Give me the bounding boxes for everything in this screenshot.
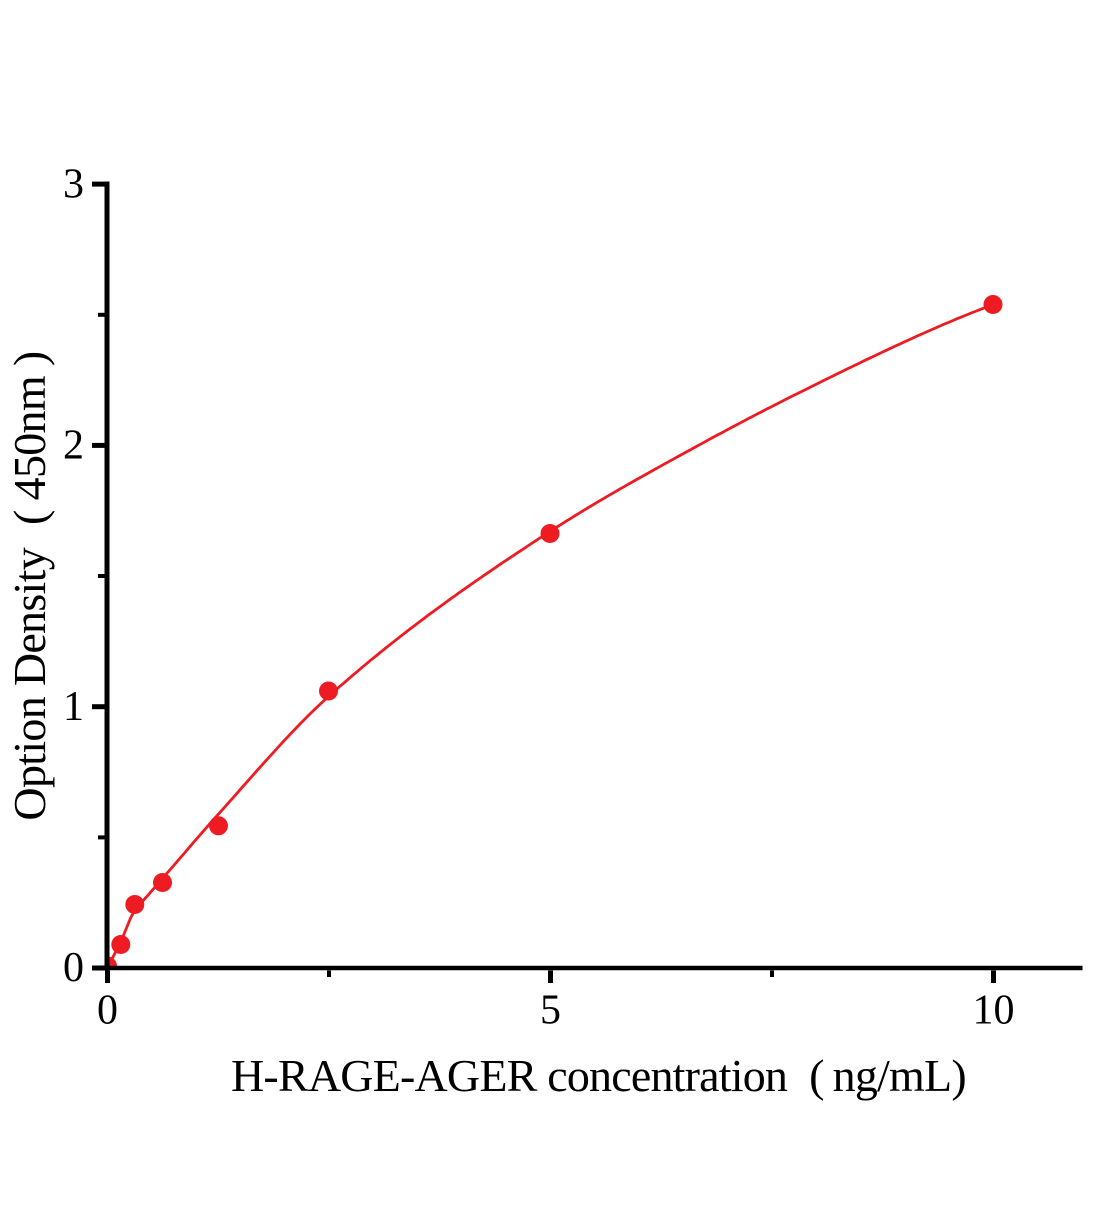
svg-text:5: 5 [540,988,561,1034]
svg-text:1: 1 [63,684,84,730]
svg-text:2: 2 [63,423,84,469]
svg-text:3: 3 [63,161,84,207]
svg-text:H-RAGE-AGER concentration(ng/m: H-RAGE-AGER concentration(ng/mL) [231,1050,966,1101]
svg-text:10: 10 [973,988,1015,1034]
svg-text:Option Density(450nm): Option Density(450nm) [4,351,55,820]
svg-text:0: 0 [97,988,118,1034]
svg-text:0: 0 [63,945,84,991]
